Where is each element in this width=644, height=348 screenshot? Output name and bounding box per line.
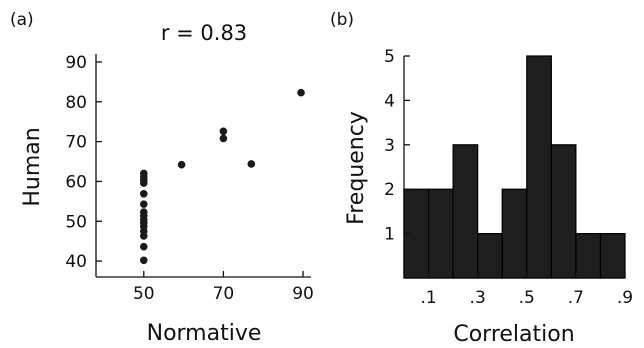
- scatter-ticks: 50 70 90 40 50 60 70 80 90: [65, 53, 313, 304]
- scatter-point: [219, 134, 228, 143]
- scatter-title: r = 0.83: [161, 21, 247, 45]
- histogram-x-tick-label: .3: [470, 288, 486, 308]
- histogram-x-axis-title: Correlation: [453, 322, 574, 347]
- histogram-bar: [452, 144, 479, 279]
- histogram-panel: (b) Frequency Correlation .1 .3 .5 .7 .9 1 2 3 4…: [330, 10, 633, 347]
- histogram-x-tick-label: .5: [519, 288, 535, 308]
- histogram-x-tick-label: .1: [420, 288, 436, 308]
- histogram-bar: [477, 233, 503, 279]
- scatter-point: [219, 127, 228, 136]
- panel-b-label: (b): [330, 10, 354, 30]
- scatter-y-tick-label: 90: [65, 53, 87, 73]
- scatter-y-tick-label: 80: [65, 93, 87, 113]
- scatter-point: [139, 169, 148, 178]
- histogram-bar: [427, 188, 454, 279]
- histogram-y-tick-label: 5: [384, 47, 395, 67]
- scatter-point: [139, 242, 148, 251]
- scatter-point: [247, 160, 256, 168]
- scatter-x-tick-label: 70: [213, 284, 235, 304]
- histogram-y-tick-label: 1: [384, 225, 395, 245]
- scatter-y-axis-title: Human: [20, 127, 45, 206]
- histogram-bar: [575, 233, 602, 279]
- scatter-x-tick-label: 90: [292, 284, 314, 304]
- scatter-x-tick-label: 50: [133, 284, 155, 304]
- histogram-x-tick-label: .9: [617, 288, 633, 308]
- scatter-y-tick-label: 60: [65, 172, 87, 192]
- scatter-y-tick-label: 50: [65, 212, 87, 232]
- histogram-x-tick-label: .7: [568, 288, 584, 308]
- scatter-point: [139, 200, 148, 208]
- histogram-bar: [526, 55, 552, 279]
- scatter-point: [177, 160, 186, 169]
- scatter-point: [139, 189, 148, 198]
- scatter-point: [139, 256, 148, 265]
- scatter-x-axis-title: Normative: [147, 321, 262, 346]
- scatter-points: [139, 88, 305, 265]
- histogram-bars: [403, 55, 626, 279]
- histogram-bar: [599, 233, 626, 279]
- histogram-y-axis-title: Frequency: [344, 111, 369, 225]
- panel-a-label: (a): [10, 10, 34, 30]
- histogram-y-tick-label: 2: [384, 180, 395, 200]
- histogram-y-tick-label: 3: [384, 136, 395, 156]
- histogram-ticks: .1 .3 .5 .7 .9 1 2 3 4 5: [384, 47, 633, 308]
- scatter-point: [139, 208, 148, 216]
- scatter-point: [297, 88, 305, 97]
- scatter-panel: (a) r = 0.83 Human Normative 50 70 90 40 50 6…: [10, 10, 314, 346]
- scatter-y-tick-label: 70: [65, 133, 87, 153]
- scatter-y-tick-label: 40: [65, 252, 87, 272]
- histogram-bar: [550, 144, 577, 279]
- histogram-bar: [501, 188, 528, 279]
- histogram-y-tick-label: 4: [384, 91, 395, 111]
